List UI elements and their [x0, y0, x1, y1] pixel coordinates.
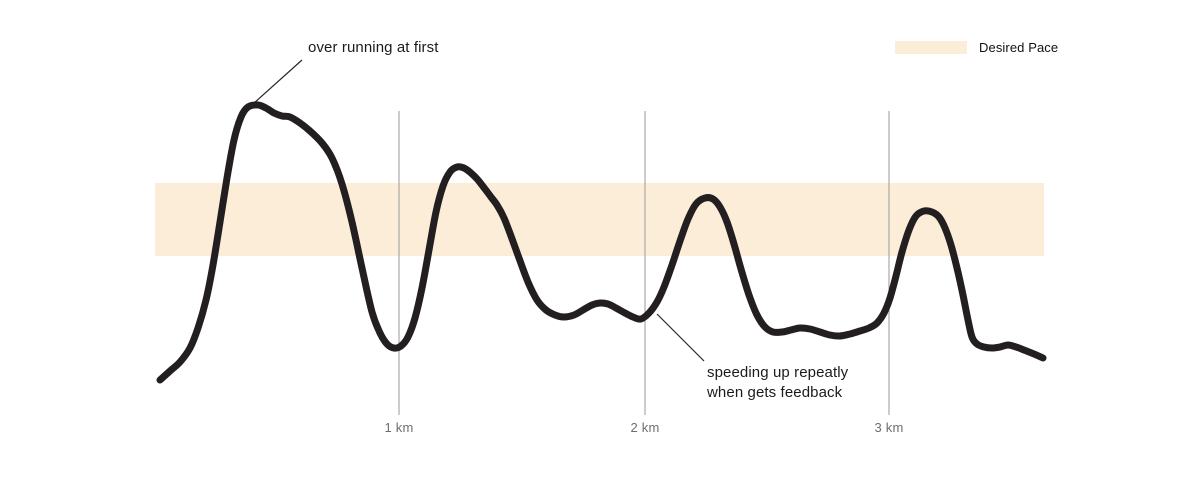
leader-line-over-running [253, 59, 303, 104]
annotation-over-running: over running at first [308, 39, 439, 56]
desired-pace-label: Desired Pace [979, 40, 1059, 55]
annotation-speeding-up: speeding up repeatly when gets feedback [707, 364, 849, 401]
desired-pace-swatch-icon [895, 41, 967, 54]
legend: Desired Pace [895, 40, 1058, 55]
desired-pace-band [155, 183, 1044, 256]
axis-label-2km: 2 km [630, 420, 660, 435]
pace-curve [156, 101, 1047, 384]
axis-label-1km: 1 km [384, 420, 414, 435]
leader-line-speeding-up [656, 313, 705, 362]
axis-label-3km: 3 km [874, 420, 904, 435]
